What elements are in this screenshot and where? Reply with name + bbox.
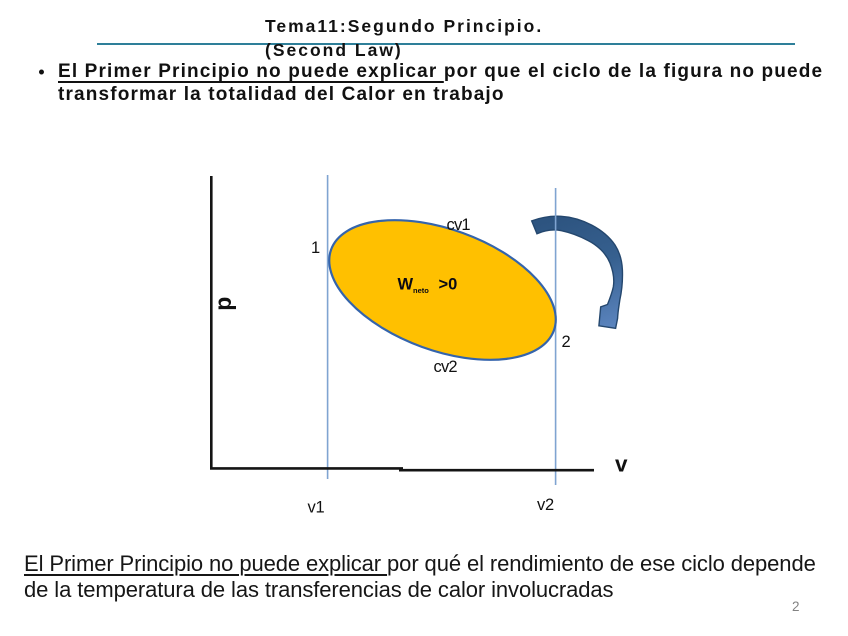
svg-text:p: p [210,297,236,311]
svg-text:cv1: cv1 [447,216,471,234]
svg-text:v2: v2 [537,496,554,514]
svg-text:1: 1 [311,239,320,257]
svg-text:W: W [398,276,414,294]
svg-text:cv2: cv2 [434,358,458,376]
svg-text:v1: v1 [308,499,325,517]
svg-text:v: v [615,452,628,477]
svg-text:>0: >0 [439,276,458,294]
svg-text:neto: neto [413,286,429,295]
svg-text:2: 2 [562,333,571,351]
